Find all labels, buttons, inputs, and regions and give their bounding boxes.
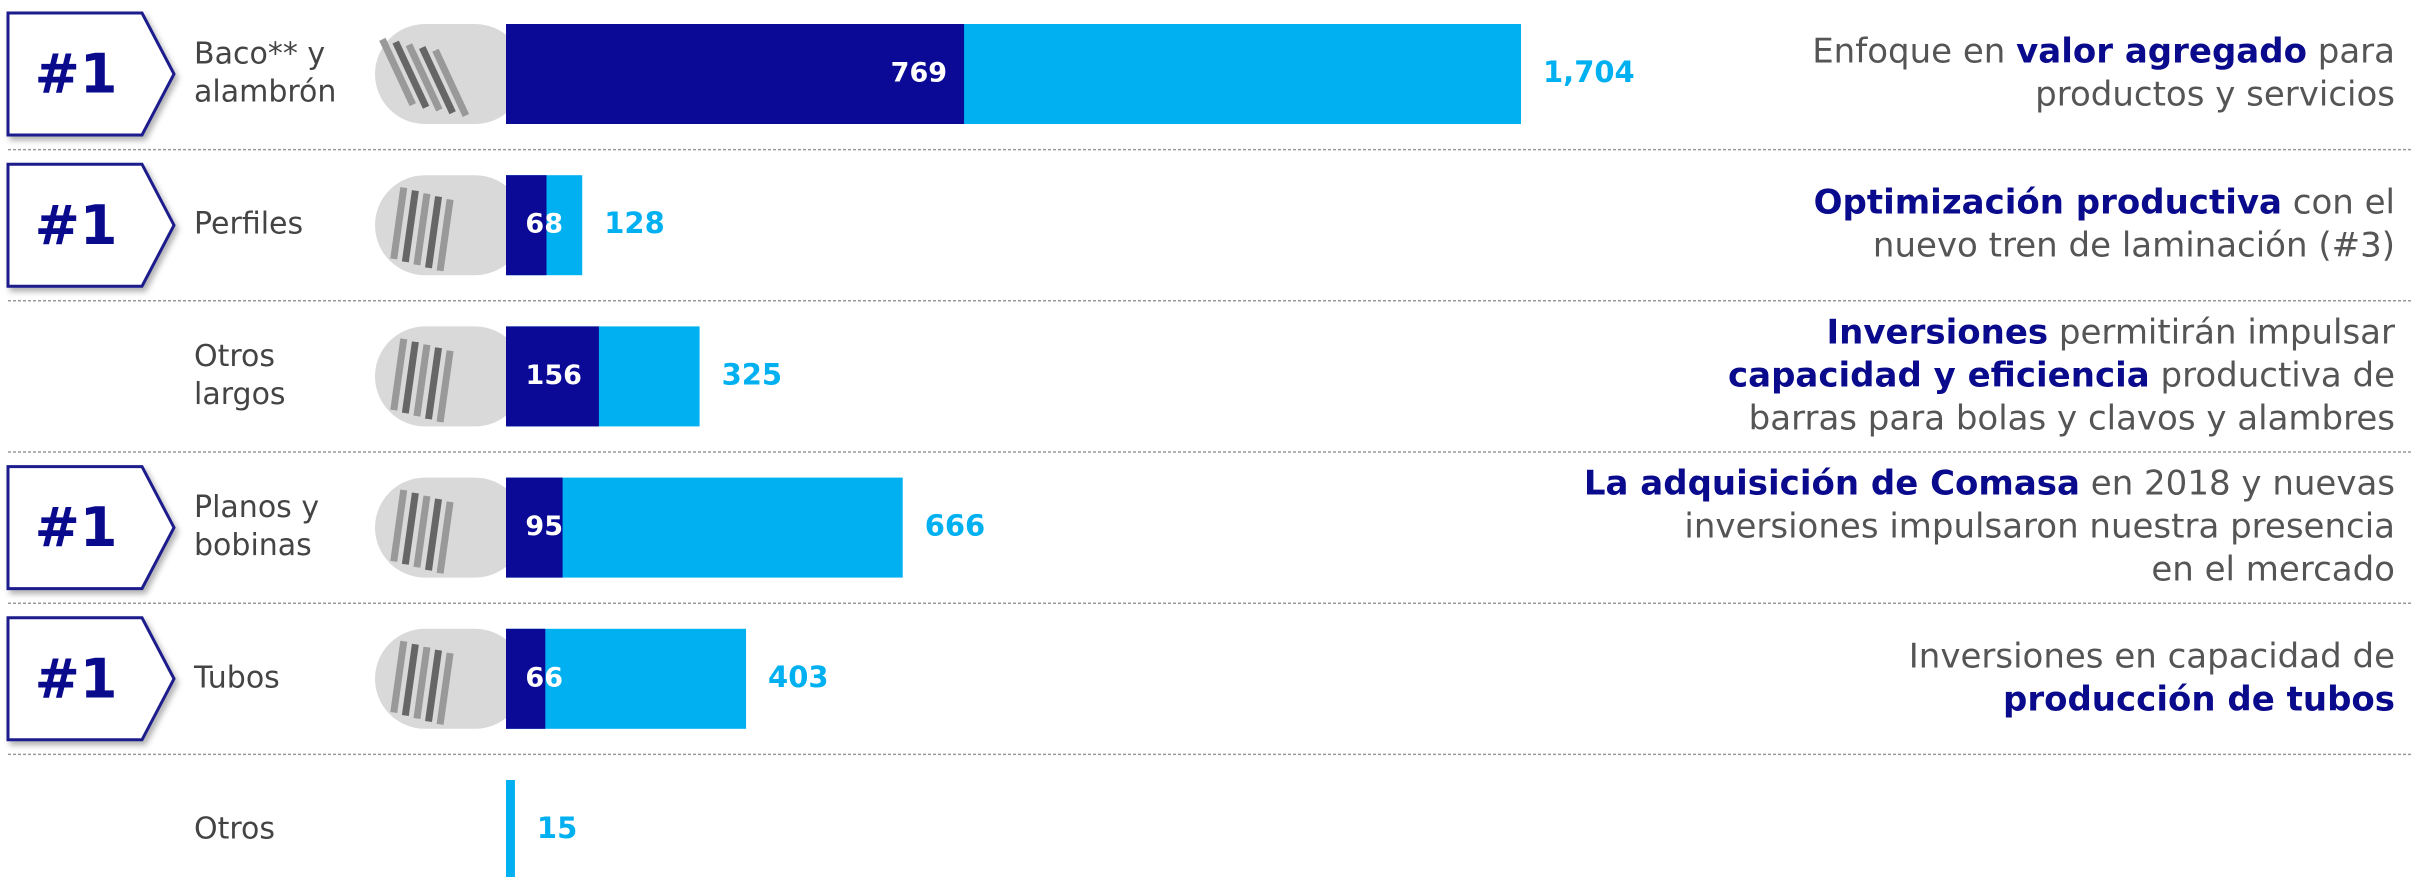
category-label: Perfiles <box>194 207 303 242</box>
segment-label: 68 <box>525 209 563 240</box>
total-label: 15 <box>537 811 577 845</box>
segment-label: 156 <box>526 360 582 391</box>
total-label: 666 <box>925 509 986 543</box>
note-text: para <box>2307 31 2395 71</box>
total-label: 325 <box>722 357 783 391</box>
note-emphasis: producción de tubos <box>2003 679 2395 719</box>
note-text: con el <box>2282 182 2395 222</box>
segment-label: 95 <box>525 511 563 542</box>
note-text: inversiones impulsaron nuestra presencia <box>1684 506 2395 546</box>
rank-label: #1 <box>35 194 118 257</box>
note-line: La adquisición de Comasa en 2018 y nueva… <box>1584 463 2395 503</box>
note-text: Inversiones en capacidad de <box>1909 636 2395 676</box>
rank-label: #1 <box>35 43 118 106</box>
note-line: en el mercado <box>2151 549 2395 589</box>
note-text: productiva de <box>2150 355 2395 395</box>
note-emphasis: valor agregado <box>2016 31 2307 71</box>
note-line: Enfoque en valor agregado para <box>1812 31 2395 71</box>
category-label: Tubos <box>193 660 280 695</box>
total-label: 403 <box>768 660 829 694</box>
chart: #1Baco** yalambrón#1PerfilesOtroslargos#… <box>0 0 2412 877</box>
segment-label: 66 <box>525 662 563 693</box>
note-line: inversiones impulsaron nuestra presencia <box>1684 506 2395 546</box>
note-emphasis: Optimización productiva <box>1814 182 2282 222</box>
note-emphasis: La adquisición de Comasa <box>1584 463 2080 503</box>
total-bar <box>506 780 515 877</box>
note-text: Enfoque en <box>1812 31 2016 71</box>
category-label: Baco** y <box>194 37 325 72</box>
category-label: largos <box>194 377 286 412</box>
category-label: bobinas <box>194 528 312 563</box>
category-label: Otros <box>194 339 275 374</box>
category-label: Otros <box>194 812 275 847</box>
note-line: producción de tubos <box>2003 679 2395 719</box>
rank-label: #1 <box>35 496 118 559</box>
total-label: 1,704 <box>1543 55 1635 89</box>
note-line: nuevo tren de laminación (#3) <box>1873 225 2395 265</box>
total-label: 128 <box>604 206 665 240</box>
note-text: permitirán impulsar <box>2048 312 2395 352</box>
note-line: productos y servicios <box>2035 74 2395 114</box>
note-line: Inversiones en capacidad de <box>1909 636 2395 676</box>
total-bar <box>506 478 903 578</box>
rank-label: #1 <box>35 647 118 710</box>
note-text: en 2018 y nuevas <box>2080 463 2395 503</box>
note-line: capacidad y eficiencia productiva de <box>1728 355 2395 395</box>
note-text: nuevo tren de laminación (#3) <box>1873 225 2395 265</box>
note-text: productos y servicios <box>2035 74 2395 114</box>
note-line: Optimización productiva con el <box>1814 182 2395 222</box>
note-line: barras para bolas y clavos y alambres <box>1749 398 2395 438</box>
segment-label: 769 <box>891 58 947 89</box>
note-line: Inversiones permitirán impulsar <box>1827 312 2396 352</box>
note-emphasis: capacidad y eficiencia <box>1728 355 2150 395</box>
category-label: Planos y <box>194 490 319 525</box>
note-emphasis: Inversiones <box>1827 312 2049 352</box>
note-text: barras para bolas y clavos y alambres <box>1749 398 2395 438</box>
note-text: en el mercado <box>2151 549 2395 589</box>
category-label: alambrón <box>194 75 336 110</box>
